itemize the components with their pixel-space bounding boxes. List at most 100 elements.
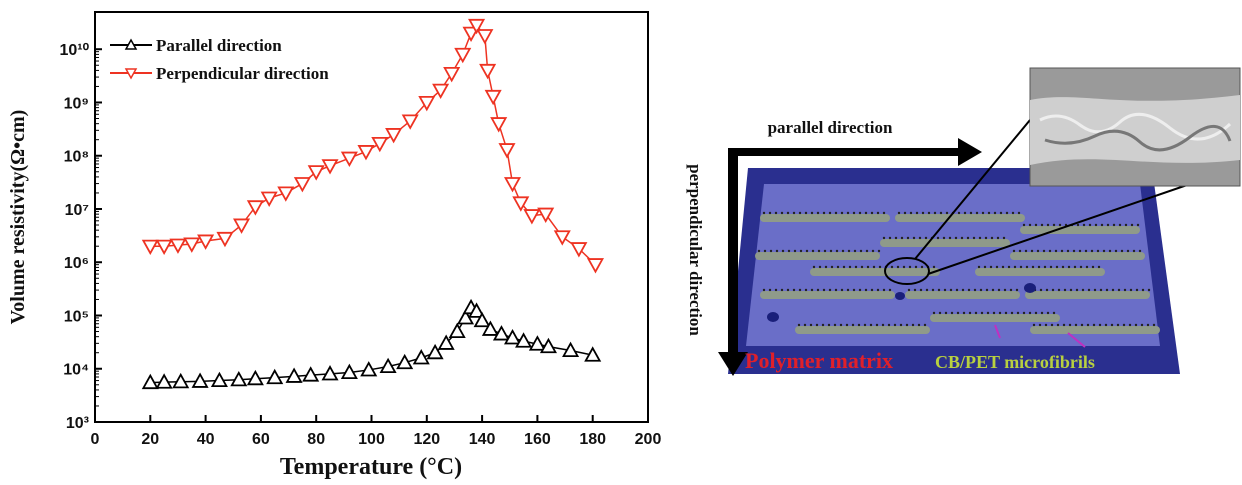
- cb-particle: [829, 249, 833, 253]
- sem-fiber: [1030, 95, 1240, 165]
- marker: [503, 329, 522, 345]
- cb-particle: [900, 236, 904, 240]
- cb-particle: [1132, 249, 1136, 253]
- cb-particle: [858, 288, 862, 292]
- cb-particle: [1022, 223, 1026, 227]
- cb-particle: [786, 288, 790, 292]
- cb-particle: [938, 311, 942, 315]
- cb-particle: [963, 211, 967, 215]
- cb-particle: [1123, 288, 1127, 292]
- cb-particle: [1074, 323, 1078, 327]
- cb-particle: [1141, 288, 1145, 292]
- y-tick-label: 10³: [66, 415, 89, 432]
- x-tick-label: 0: [91, 431, 100, 448]
- cb-particle: [757, 249, 761, 253]
- marker: [307, 165, 325, 181]
- cb-particle: [1130, 223, 1134, 227]
- marker: [321, 365, 339, 381]
- cb-particle: [1090, 249, 1094, 253]
- cb-particle: [1108, 249, 1112, 253]
- cb-particle: [1012, 249, 1016, 253]
- cb-particle: [890, 265, 894, 269]
- cb-particle: [923, 323, 927, 327]
- cb-particle: [1051, 288, 1055, 292]
- cb-particle: [1098, 323, 1102, 327]
- cb-particle: [1093, 288, 1097, 292]
- y-tick-label: 10⁶: [64, 255, 89, 272]
- fibril: [975, 268, 1105, 276]
- marker: [562, 341, 580, 358]
- cb-particle: [955, 288, 959, 292]
- marker: [277, 186, 295, 202]
- cb-particle: [792, 211, 796, 215]
- cb-particle: [913, 288, 917, 292]
- cb-particle: [803, 323, 807, 327]
- marker: [462, 26, 480, 43]
- cb-particle: [839, 323, 843, 327]
- x-tick-label: 200: [635, 431, 662, 448]
- cb-particle: [956, 311, 960, 315]
- cb-particle: [1116, 323, 1120, 327]
- cb-particle: [906, 236, 910, 240]
- sem-texture: [1039, 112, 1232, 141]
- cb-particle: [1001, 265, 1005, 269]
- cb-particle: [1080, 323, 1084, 327]
- cb-particle: [1072, 249, 1076, 253]
- cb-particle: [961, 288, 965, 292]
- fibril: [760, 214, 890, 222]
- cb-particle: [932, 265, 936, 269]
- cb-particle: [876, 288, 880, 292]
- cb-particle: [809, 323, 813, 327]
- cb-particle: [905, 323, 909, 327]
- cb-particle: [1034, 311, 1038, 315]
- cb-particle: [1128, 323, 1132, 327]
- cb-particle: [936, 236, 940, 240]
- cb-particle: [852, 288, 856, 292]
- marker: [233, 218, 251, 234]
- cb-particle: [858, 211, 862, 215]
- cb-particle: [1005, 211, 1009, 215]
- cb-particle: [1032, 323, 1036, 327]
- x-tick-label: 40: [197, 431, 215, 448]
- cb-particle: [812, 265, 816, 269]
- cb-particle: [918, 236, 922, 240]
- fibril: [795, 326, 930, 334]
- cb-particle: [798, 288, 802, 292]
- marker: [340, 363, 358, 380]
- cb-particle: [888, 288, 892, 292]
- parallel-label: parallel direction: [768, 118, 893, 137]
- cb-particle: [846, 288, 850, 292]
- cb-particle: [925, 288, 929, 292]
- cb-particle: [1036, 249, 1040, 253]
- cb-particle: [768, 288, 772, 292]
- cb-particle: [1099, 288, 1103, 292]
- cb-particle: [974, 311, 978, 315]
- marker: [481, 320, 499, 336]
- cb-particle: [942, 236, 946, 240]
- cb-particle: [1007, 265, 1011, 269]
- cb-particle: [944, 311, 948, 315]
- cb-particle: [1038, 323, 1042, 327]
- fibril: [895, 214, 1025, 222]
- cb-particle: [847, 249, 851, 253]
- cb-particle: [804, 211, 808, 215]
- cb-particle: [1040, 223, 1044, 227]
- cb-particle: [1069, 288, 1073, 292]
- cb-particle: [822, 288, 826, 292]
- cb-particle: [1040, 311, 1044, 315]
- fibril-label: CB/PET microfibrils: [935, 352, 1095, 372]
- cb-particle: [999, 211, 1003, 215]
- cb-particle: [1135, 288, 1139, 292]
- cb-particle: [780, 288, 784, 292]
- cb-particle: [877, 249, 881, 253]
- cb-particle: [774, 211, 778, 215]
- legend-marker: [124, 68, 138, 80]
- marker: [523, 209, 541, 225]
- cb-particle: [863, 323, 867, 327]
- cb-particle: [1111, 288, 1115, 292]
- cb-particle: [822, 211, 826, 215]
- cb-particle: [924, 236, 928, 240]
- cb-particle: [911, 323, 915, 327]
- cb-particle: [797, 323, 801, 327]
- cb-particle: [950, 311, 954, 315]
